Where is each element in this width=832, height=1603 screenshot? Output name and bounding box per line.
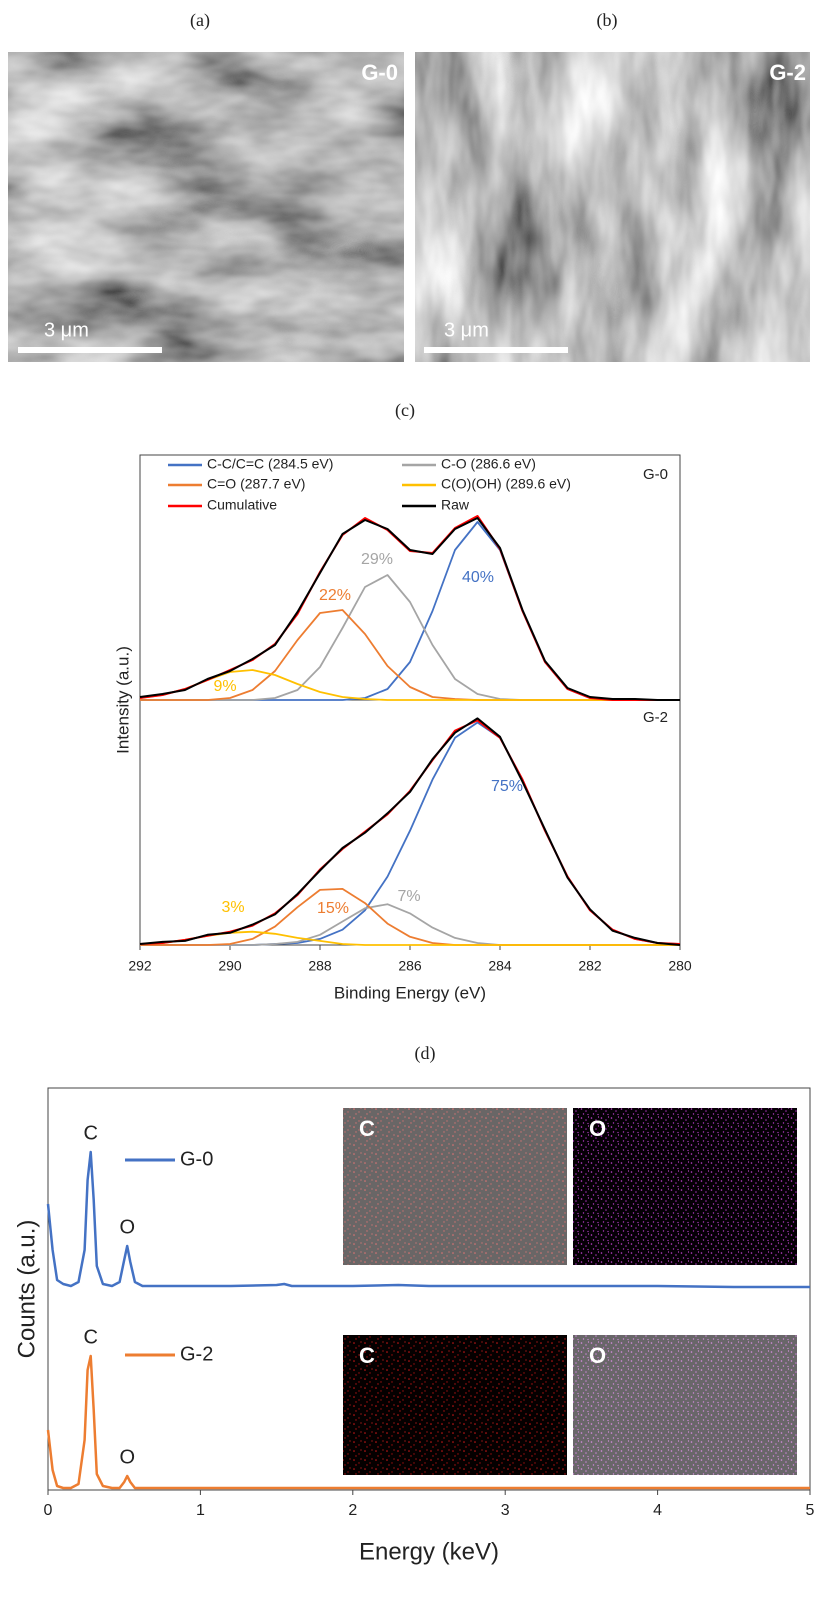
x-tick-label: 282 — [578, 958, 602, 974]
map-label: O — [589, 1116, 606, 1141]
legend-label: G-2 — [180, 1343, 213, 1365]
data-line — [139, 517, 680, 701]
scale-bar-label: 3 μm — [44, 319, 89, 341]
legend-label: G-0 — [180, 1148, 213, 1170]
x-tick-label: 284 — [488, 958, 512, 974]
x-tick-label: 1 — [196, 1502, 205, 1519]
peak-label: C — [83, 1326, 97, 1348]
share-label: 75% — [491, 778, 523, 795]
map-label: O — [589, 1343, 606, 1368]
sem-texture — [415, 52, 810, 362]
share-label: 7% — [397, 888, 420, 905]
scale-bar-label: 3 μm — [444, 319, 489, 341]
element-map — [573, 1108, 797, 1265]
x-axis-label: Binding Energy (eV) — [334, 983, 486, 1002]
data-line — [46, 1150, 810, 1289]
share-label: 15% — [317, 900, 349, 917]
legend-label: Raw — [441, 497, 470, 513]
share-label: 29% — [361, 551, 393, 568]
share-label: 9% — [213, 678, 236, 695]
x-tick-label: 280 — [668, 958, 692, 974]
x-tick-label: 288 — [308, 958, 332, 974]
panel-name: G-0 — [643, 466, 668, 483]
peak-label: O — [119, 1446, 135, 1468]
legend-label: C=O (287.7 eV) — [207, 476, 305, 492]
sem-image: G-0 3 μm — [8, 52, 404, 362]
panel-label: (d) — [415, 1043, 436, 1064]
x-tick-label: 0 — [44, 1502, 53, 1519]
element-map — [343, 1335, 567, 1475]
x-tick-label: 4 — [653, 1502, 662, 1519]
element-map — [573, 1335, 797, 1475]
panel-name: G-2 — [643, 709, 668, 726]
legend-label: C-C/C=C (284.5 eV) — [207, 456, 333, 472]
scale-bar — [18, 347, 162, 353]
panel-label: (b) — [597, 10, 618, 31]
map-label: C — [359, 1116, 375, 1141]
y-axis-label: Counts (a.u.) — [13, 1220, 40, 1359]
x-tick-label: 292 — [128, 958, 152, 974]
x-tick-label: 5 — [806, 1502, 815, 1519]
y-axis-label: Intensity (a.u.) — [113, 646, 132, 754]
x-axis-label: Energy (keV) — [359, 1538, 499, 1565]
plot-frame — [47, 1087, 811, 1491]
panel-label: (a) — [190, 10, 210, 31]
legend-label: C-O (286.6 eV) — [441, 456, 536, 472]
x-tick-label: 2 — [348, 1502, 357, 1519]
data-line — [139, 717, 681, 946]
share-label: 3% — [221, 899, 244, 916]
peak-label: C — [83, 1122, 97, 1144]
data-line — [46, 1354, 810, 1490]
legend-label: C(O)(OH) (289.6 eV) — [441, 476, 571, 492]
x-tick-label: 286 — [398, 958, 422, 974]
share-label: 40% — [462, 569, 494, 586]
peak-label: O — [119, 1216, 135, 1238]
image-label: G-2 — [769, 60, 806, 85]
map-label: C — [359, 1343, 375, 1368]
legend-label: Cumulative — [207, 497, 277, 513]
panel-label: (c) — [395, 400, 415, 421]
image-label: G-0 — [361, 60, 398, 85]
sem-texture — [8, 52, 404, 362]
share-label: 22% — [319, 587, 351, 604]
element-map — [343, 1108, 567, 1265]
sem-image: G-2 3 μm — [415, 52, 810, 362]
x-tick-label: 3 — [501, 1502, 510, 1519]
x-tick-label: 290 — [218, 958, 242, 974]
data-line — [139, 515, 680, 701]
scale-bar — [424, 347, 568, 353]
